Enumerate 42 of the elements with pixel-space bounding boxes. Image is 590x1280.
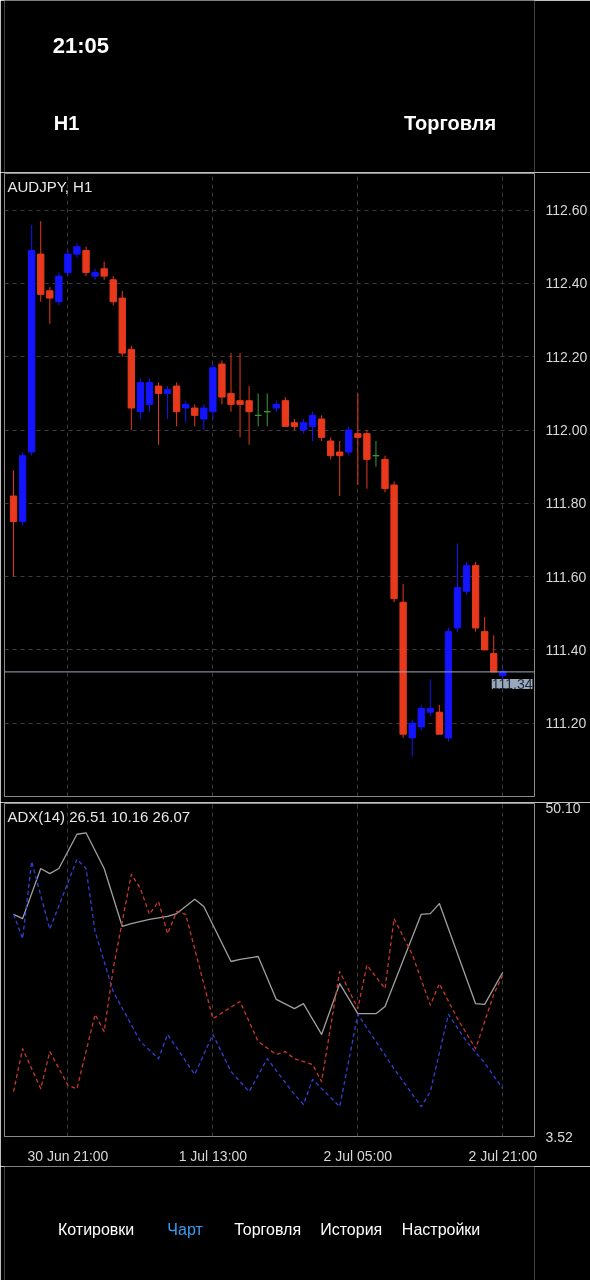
text: 21:05: [52, 33, 109, 58]
candlestick: [345, 425, 353, 457]
y-tick-label: 112.60: [545, 202, 588, 219]
text: Котировки: [57, 1221, 135, 1238]
text: Торговля: [234, 1221, 302, 1238]
text: Чарт: [167, 1221, 204, 1238]
candlestick: [317, 414, 326, 442]
candlestick: [145, 378, 154, 413]
candlestick: [64, 249, 72, 277]
x-tick-label: 1 Jul 13:00: [178, 1147, 248, 1164]
candlestick: [191, 403, 199, 427]
candlestick: [100, 260, 108, 281]
candlestick: [163, 385, 172, 420]
candlestick: [435, 704, 444, 735]
y-tick-label: 112.20: [545, 348, 588, 365]
x-tick-label: 2 Jul 05:00: [323, 1147, 393, 1164]
candlestick: [182, 400, 190, 424]
candlestick: [326, 436, 335, 460]
text: Торговля: [404, 111, 497, 134]
ref-line-label: 111.34: [491, 675, 533, 692]
y-tick-label: 50.10: [545, 799, 581, 816]
chart-title: AUDJPY, H1: [7, 177, 93, 195]
candlestick: [308, 411, 317, 442]
x-tick-label: 2 Jul 21:00: [468, 1147, 538, 1164]
text: История: [320, 1221, 383, 1238]
chart-title: ADX(14) 26.51 10.16 26.07: [7, 807, 191, 825]
y-tick-label: 3.52: [545, 1128, 573, 1145]
text: Настройки: [401, 1221, 481, 1238]
y-tick-label: 111.20: [545, 715, 587, 732]
text: H1: [53, 111, 80, 134]
y-tick-label: 112.00: [545, 422, 588, 439]
y-tick-label: 111.40: [545, 641, 587, 658]
y-tick-label: 111.80: [545, 495, 587, 512]
x-tick-label: 30 Jun 21:00: [27, 1147, 109, 1164]
candlestick: [490, 634, 498, 673]
y-tick-label: 112.40: [545, 275, 588, 292]
candlestick: [154, 381, 163, 446]
candlestick: [336, 440, 344, 497]
y-tick-label: 111.60: [545, 568, 587, 585]
candlestick: [82, 246, 90, 277]
candlestick: [91, 268, 99, 281]
candlestick: [481, 616, 489, 651]
